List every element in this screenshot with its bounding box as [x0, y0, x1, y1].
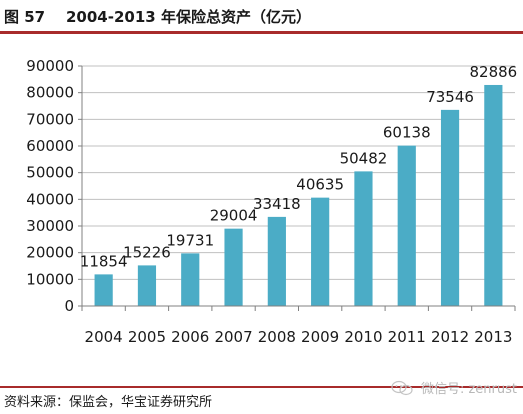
x-tick-label: 2005	[128, 328, 166, 346]
bar-2012	[440, 109, 460, 306]
source-note: 资料来源：保监会，华宝证券研究所	[4, 395, 213, 410]
data-label-2008: 33418	[253, 195, 301, 213]
y-tick-label: 60000	[26, 137, 74, 155]
bar-2004	[94, 274, 113, 306]
bar-2011	[397, 145, 416, 306]
data-label-2012: 73546	[426, 88, 474, 106]
bar-chart: 0 10000 20000 30000 40000 50000 60000 70000 8000…	[26, 57, 517, 346]
y-tick-label: 90000	[26, 57, 74, 75]
x-axis: 2004 2005 2006 2007 2008 2009 2010 2011 2012 2013	[81, 305, 516, 346]
y-tick-label: 30000	[26, 217, 74, 235]
x-tick-label: 2011	[388, 328, 426, 346]
watermark-text: 微信号: zenrust	[420, 382, 517, 397]
bar-2008	[267, 216, 286, 306]
y-tick-label: 0	[64, 297, 74, 315]
y-tick-label: 70000	[26, 110, 74, 128]
bars	[94, 84, 503, 306]
header-divider	[0, 31, 523, 34]
chart-area: 0 10000 20000 30000 40000 50000 60000 70000 8000…	[0, 36, 523, 360]
figure-header: 图 57 2004-2013 年保险总资产（亿元）	[0, 0, 523, 36]
y-tick-label: 40000	[26, 190, 74, 208]
x-tick-label: 2013	[474, 328, 512, 346]
x-tick-label: 2007	[214, 328, 252, 346]
wechat-icon	[391, 380, 413, 396]
bar-2005	[137, 265, 157, 306]
x-tick-label: 2008	[258, 328, 296, 346]
data-label-2007: 29004	[210, 207, 258, 225]
x-tick-label: 2010	[344, 328, 382, 346]
y-axis: 0 10000 20000 30000 40000 50000 60000 70000 8000…	[26, 57, 83, 315]
data-label-2011: 60138	[383, 124, 431, 142]
x-tick-label: 2012	[431, 328, 469, 346]
data-label-2006: 19731	[166, 231, 214, 249]
x-tick-label: 2006	[171, 328, 209, 346]
bar-2013	[484, 84, 503, 306]
footer-divider	[0, 386, 523, 388]
data-label-2010: 50482	[340, 149, 388, 167]
figure-label: 图 57	[4, 8, 46, 26]
data-label-2009: 40635	[296, 176, 344, 194]
y-tick-label: 20000	[26, 244, 74, 262]
bar-2006	[181, 253, 200, 306]
y-tick-label: 10000	[26, 270, 74, 288]
data-label-2005: 15226	[123, 243, 171, 261]
wechat-watermark: 微信号: zenrust	[391, 378, 517, 397]
chart-title: 2004-2013 年保险总资产（亿元）	[66, 8, 311, 26]
data-label-2013: 82886	[469, 63, 517, 81]
gridlines	[82, 65, 515, 280]
x-tick-label: 2004	[85, 328, 123, 346]
bar-2007	[224, 228, 243, 306]
y-tick-label: 80000	[26, 84, 74, 102]
bar-2010	[354, 171, 373, 306]
data-label-2004: 11854	[80, 252, 128, 270]
y-tick-label: 50000	[26, 164, 74, 182]
bar-2009	[311, 197, 330, 306]
x-tick-label: 2009	[301, 328, 339, 346]
